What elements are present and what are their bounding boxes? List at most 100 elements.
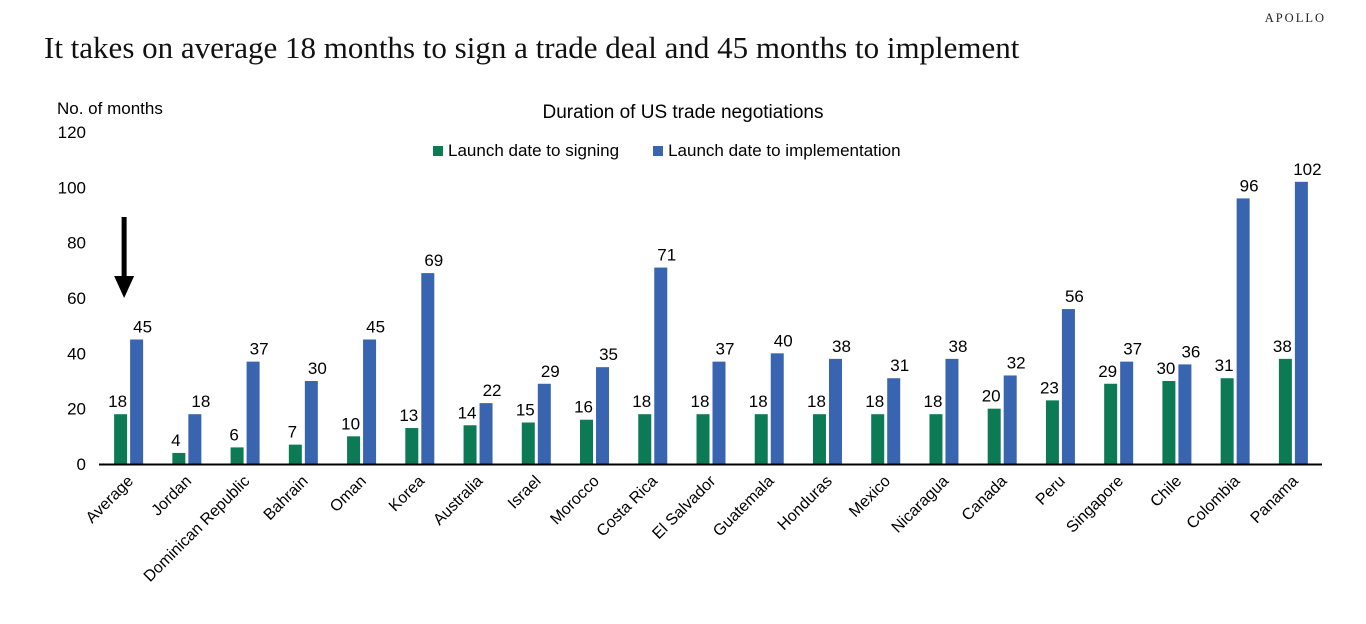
bar-implementation — [1003, 375, 1017, 464]
data-label-implementation: 71 — [657, 246, 676, 265]
bar-implementation — [1294, 181, 1308, 465]
x-tick-label: El Salvador — [649, 472, 719, 542]
y-tick-label: 20 — [67, 400, 86, 419]
bar-implementation — [304, 381, 318, 464]
bar-implementation — [1120, 361, 1134, 464]
data-label-implementation: 37 — [716, 340, 735, 359]
bar-signing — [696, 414, 710, 464]
data-label-signing: 18 — [807, 392, 826, 411]
x-tick-label: Panama — [1248, 473, 1302, 527]
x-tick-label: Mexico — [846, 473, 894, 521]
bar-signing — [871, 414, 885, 464]
data-label-signing: 7 — [288, 423, 297, 442]
page-headline: It takes on average 18 months to sign a … — [44, 30, 1020, 65]
bar-implementation — [537, 383, 551, 464]
bar-signing — [521, 422, 535, 464]
x-tick-label: Nicaragua — [889, 473, 953, 537]
data-label-signing: 18 — [632, 392, 651, 411]
x-tick-label: Jordan — [149, 473, 196, 520]
bar-implementation — [887, 378, 901, 464]
bar-implementation — [363, 339, 377, 464]
data-label-implementation: 31 — [890, 356, 909, 375]
x-tick-label: Colombia — [1184, 473, 1244, 533]
x-tick-label: Average — [83, 473, 137, 527]
y-tick-label: 80 — [67, 234, 86, 253]
bar-signing — [463, 425, 477, 464]
x-tick-label: Peru — [1033, 473, 1069, 509]
arrow-down-icon — [114, 276, 135, 298]
data-label-signing: 38 — [1273, 337, 1292, 356]
legend-swatch-implementation — [653, 146, 664, 156]
data-label-signing: 18 — [923, 392, 942, 411]
x-tick-label: Israel — [505, 473, 545, 513]
bar-signing — [1278, 358, 1292, 464]
bar-implementation — [654, 267, 668, 464]
data-label-signing: 18 — [108, 392, 127, 411]
bar-implementation — [828, 358, 842, 464]
x-tick-label: Singapore — [1063, 473, 1127, 537]
data-label-implementation: 69 — [424, 251, 443, 270]
data-label-signing: 15 — [516, 401, 535, 420]
data-label-implementation: 30 — [308, 359, 327, 378]
legend-label-implementation: Launch date to implementation — [668, 141, 901, 160]
x-tick-label: Bahrain — [261, 473, 312, 524]
chart-title: Duration of US trade negotiations — [542, 102, 824, 123]
data-label-implementation: 37 — [1123, 340, 1142, 359]
data-label-implementation: 38 — [948, 337, 967, 356]
y-tick-label: 0 — [77, 455, 86, 474]
legend-swatch-signing — [433, 146, 443, 156]
x-tick-label: Korea — [386, 473, 428, 515]
bar-implementation — [421, 273, 435, 464]
data-label-implementation: 29 — [541, 362, 560, 381]
brand-logo: APOLLO — [1264, 11, 1326, 25]
data-label-signing: 18 — [749, 392, 768, 411]
bar-implementation — [1061, 309, 1075, 464]
bar-signing — [754, 414, 768, 464]
data-label-implementation: 40 — [774, 331, 793, 350]
x-tick-label: Australia — [430, 473, 486, 529]
bar-signing — [172, 452, 186, 464]
y-tick-label: 100 — [58, 178, 86, 197]
bar-signing — [1104, 383, 1118, 464]
bar-signing — [1045, 400, 1059, 464]
data-label-signing: 13 — [399, 406, 418, 425]
legend-label-signing: Launch date to signing — [448, 141, 620, 160]
data-label-implementation: 32 — [1007, 353, 1026, 372]
bar-signing — [580, 419, 594, 464]
bar-implementation — [246, 361, 260, 464]
data-label-implementation: 37 — [250, 340, 269, 359]
bar-signing — [1220, 378, 1234, 464]
data-label-implementation: 45 — [133, 318, 152, 337]
data-label-signing: 30 — [1156, 359, 1175, 378]
bar-signing — [929, 414, 943, 464]
x-tick-label: Chile — [1147, 473, 1185, 511]
y-tick-label: 60 — [67, 289, 86, 308]
x-tick-label: Honduras — [775, 473, 836, 534]
bar-signing — [347, 436, 361, 464]
x-tick-label: Morocco — [547, 473, 602, 528]
bar-implementation — [188, 414, 202, 464]
data-label-implementation: 56 — [1065, 287, 1084, 306]
bar-implementation — [712, 361, 726, 464]
bar-implementation — [945, 358, 959, 464]
x-tick-label: Guatemala — [710, 473, 777, 540]
y-tick-label: 120 — [58, 123, 86, 142]
data-label-signing: 6 — [229, 425, 238, 444]
data-label-signing: 14 — [458, 403, 477, 422]
x-tick-label: Dominican Republic — [141, 473, 254, 586]
data-label-implementation: 38 — [832, 337, 851, 356]
data-label-signing: 29 — [1098, 362, 1117, 381]
x-tick-label: Oman — [327, 473, 370, 516]
data-label-implementation: 102 — [1293, 160, 1321, 179]
bar-implementation — [130, 339, 144, 464]
chart-legend: Launch date to signing Launch date to im… — [433, 141, 935, 161]
data-label-implementation: 96 — [1240, 176, 1259, 195]
bar-signing — [812, 414, 826, 464]
y-axis-label: No. of months — [57, 99, 163, 118]
bar-implementation — [1236, 198, 1250, 464]
data-label-signing: 31 — [1215, 356, 1234, 375]
data-label-implementation: 45 — [366, 318, 385, 337]
y-tick-label: 40 — [67, 344, 86, 363]
bar-implementation — [770, 353, 784, 464]
